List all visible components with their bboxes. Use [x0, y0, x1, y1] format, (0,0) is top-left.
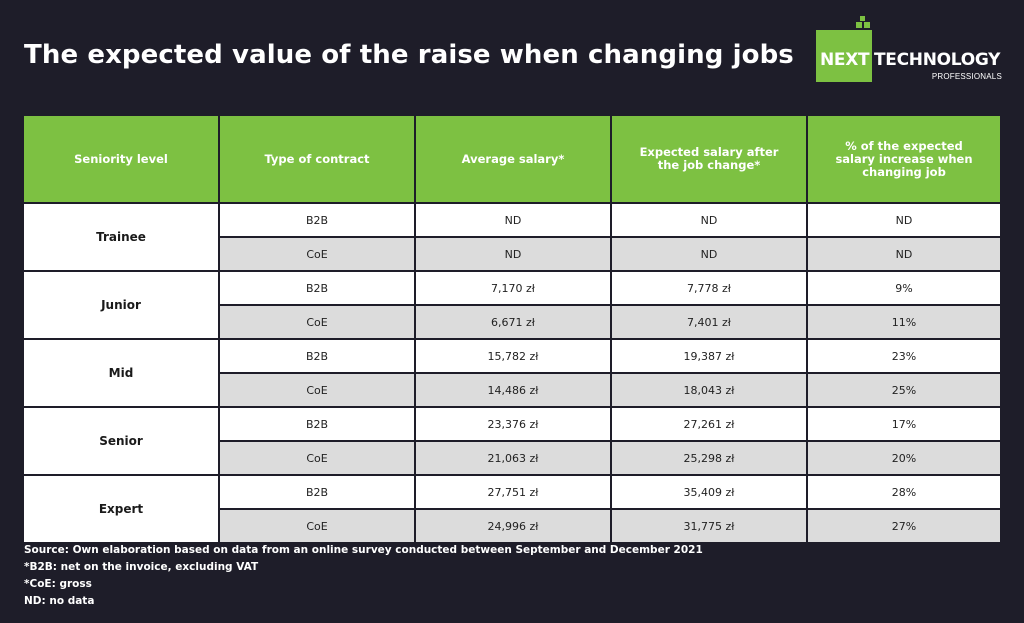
expected-salary-cell: ND — [610, 202, 808, 238]
logo-subtitle: PROFESSIONALS — [931, 72, 1002, 81]
contract-type-cell: B2B — [218, 338, 416, 374]
table-row: Trainee B2B ND ND ND — [22, 202, 1002, 272]
increase-percent-cell: 11% — [806, 304, 1002, 340]
average-salary-cell: 15,782 zł — [414, 338, 612, 374]
table-row: CoE 6,671 zł 7,401 zł 11% — [23, 304, 1002, 340]
nd-note: ND: no data — [24, 595, 95, 607]
average-salary-cell: ND — [414, 202, 612, 238]
contract-type-cell: B2B — [218, 202, 416, 238]
increase-percent-cell: ND — [806, 236, 1002, 272]
expected-salary-cell: 31,775 zł — [610, 508, 808, 544]
column-header: Expected salary after the job change* — [610, 114, 808, 204]
table-body: Trainee B2B ND ND ND CoE ND ND ND Junior B2B 7,170 … — [22, 202, 1002, 544]
contract-type-cell: CoE — [218, 236, 416, 272]
page-title: The expected value of the raise when cha… — [24, 40, 794, 70]
increase-percent-cell: 20% — [806, 440, 1002, 476]
average-salary-cell: 23,376 zł — [414, 406, 612, 442]
increase-percent-cell: ND — [806, 202, 1002, 238]
contract-type-cell: CoE — [218, 372, 416, 408]
average-salary-cell: 21,063 zł — [414, 440, 612, 476]
increase-percent-cell: 23% — [806, 338, 1002, 374]
increase-percent-cell: 17% — [806, 406, 1002, 442]
expected-salary-cell: 25,298 zł — [610, 440, 808, 476]
table-row: Senior B2B 23,376 zł 27,261 zł 17% — [22, 406, 1002, 476]
contract-type-cell: B2B — [218, 474, 416, 510]
expected-salary-cell: 35,409 zł — [610, 474, 808, 510]
contract-type-cell: B2B — [218, 270, 416, 306]
expected-salary-cell: 18,043 zł — [610, 372, 808, 408]
seniority-level-cell: Expert — [22, 474, 220, 544]
table-row: CoE 14,486 zł 18,043 zł 25% — [23, 372, 1002, 408]
average-salary-cell: 14,486 zł — [414, 372, 612, 408]
contract-type-cell: CoE — [218, 440, 416, 476]
expected-salary-cell: 7,778 zł — [610, 270, 808, 306]
contract-type-cell: CoE — [218, 304, 416, 340]
table-row: CoE ND ND ND — [23, 236, 1002, 272]
column-header: Average salary* — [414, 114, 612, 204]
b2b-note: *B2B: net on the invoice, excluding VAT — [24, 561, 259, 573]
seniority-level-cell: Mid — [22, 338, 220, 408]
seniority-level-cell: Trainee — [22, 202, 220, 272]
average-salary-cell: 27,751 zł — [414, 474, 612, 510]
average-salary-cell: ND — [414, 236, 612, 272]
logo-word-technology: TECHNOLOGY — [874, 50, 1001, 70]
increase-percent-cell: 28% — [806, 474, 1002, 510]
increase-percent-cell: 25% — [806, 372, 1002, 408]
table-row: Mid B2B 15,782 zł 19,387 zł 23% — [22, 338, 1002, 408]
column-header: Type of contract — [218, 114, 416, 204]
logo-word-next: NEXT — [820, 50, 870, 70]
average-salary-cell: 7,170 zł — [414, 270, 612, 306]
footnotes: Source: Own elaboration based on data fr… — [24, 542, 703, 610]
table-row: CoE 24,996 zł 31,775 zł 27% — [23, 508, 1002, 544]
table-row: CoE 21,063 zł 25,298 zł 20% — [23, 440, 1002, 476]
table-header-row: Seniority level Type of contract Average… — [22, 114, 1002, 204]
average-salary-cell: 6,671 zł — [414, 304, 612, 340]
average-salary-cell: 24,996 zł — [414, 508, 612, 544]
column-header: % of the expected salary increase when c… — [806, 114, 1002, 204]
next-technology-logo: NEXT TECHNOLOGY PROFESSIONALS — [816, 16, 1016, 84]
seniority-level-cell: Senior — [22, 406, 220, 476]
contract-type-cell: CoE — [218, 508, 416, 544]
coe-note: *CoE: gross — [24, 578, 92, 590]
increase-percent-cell: 9% — [806, 270, 1002, 306]
contract-type-cell: B2B — [218, 406, 416, 442]
expected-salary-cell: 7,401 zł — [610, 304, 808, 340]
expected-salary-cell: ND — [610, 236, 808, 272]
column-header: Seniority level — [22, 114, 220, 204]
table-row: Expert B2B 27,751 zł 35,409 zł 28% — [22, 474, 1002, 544]
expected-salary-cell: 27,261 zł — [610, 406, 808, 442]
table-row: Junior B2B 7,170 zł 7,778 zł 9% — [22, 270, 1002, 340]
seniority-level-cell: Junior — [22, 270, 220, 340]
expected-salary-cell: 19,387 zł — [610, 338, 808, 374]
increase-percent-cell: 27% — [806, 508, 1002, 544]
salary-table: Seniority level Type of contract Average… — [22, 114, 1002, 544]
source-note: Source: Own elaboration based on data fr… — [24, 544, 703, 556]
logo-square — [816, 30, 872, 82]
